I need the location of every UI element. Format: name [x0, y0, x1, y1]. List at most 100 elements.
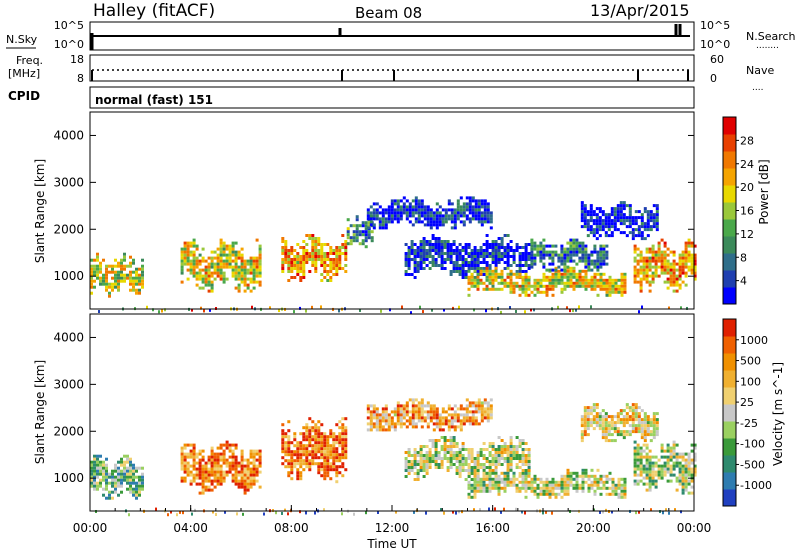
velocity-cell [497, 454, 501, 457]
power-cell [231, 268, 235, 272]
power-cell [660, 265, 664, 269]
power-cell [494, 255, 498, 258]
power-cell [657, 259, 661, 263]
velocity-cell [243, 479, 247, 483]
velocity-cell [557, 483, 561, 487]
velocity-cell [222, 470, 226, 474]
power-cell [642, 271, 646, 275]
velocity-cell [441, 422, 445, 426]
power-cell [305, 309, 307, 313]
power-cell [216, 268, 220, 272]
velocity-cell [465, 404, 469, 408]
power-cell [587, 253, 591, 257]
velocity-cell [228, 443, 232, 447]
velocity-cell [593, 489, 597, 493]
power-cell [186, 244, 190, 248]
power-cell [468, 211, 472, 215]
power-cell [607, 219, 611, 223]
velocity-cell [440, 466, 444, 469]
power-cell [681, 259, 685, 263]
power-cell [494, 275, 498, 279]
power-cell [258, 283, 262, 287]
power-region [404, 234, 531, 279]
freq-unit: [MHz] [8, 67, 40, 80]
power-cell [369, 214, 373, 218]
velocity-cell [240, 479, 244, 483]
power-cell [631, 216, 635, 220]
power-cell [138, 267, 141, 271]
power-cell [455, 267, 459, 270]
velocity-cell [192, 458, 196, 462]
power-colorbar-segment [723, 202, 736, 220]
power-cell [580, 213, 584, 217]
power-cell [587, 259, 591, 263]
power-cell [530, 284, 534, 288]
power-cell [255, 265, 259, 269]
power-cell [575, 244, 579, 248]
power-cell [619, 201, 623, 205]
power-cell [524, 310, 526, 314]
power-cell [372, 202, 376, 206]
power-cell [503, 246, 507, 249]
power-cell [608, 278, 612, 282]
velocity-cell [413, 510, 415, 514]
power-cell [643, 225, 647, 229]
velocity-cell [633, 455, 637, 459]
velocity-cell [599, 480, 603, 484]
power-cell [434, 264, 438, 267]
power-cell [317, 240, 321, 243]
power-cell [249, 277, 253, 281]
power-cell [219, 244, 223, 248]
power-cell [413, 258, 417, 261]
velocity-cell [628, 430, 632, 434]
velocity-cell [399, 407, 403, 411]
velocity-cell [587, 477, 591, 481]
velocity-cell [210, 455, 214, 459]
velocity-cell [587, 489, 591, 493]
velocity-cell [666, 446, 670, 450]
velocity-cell [678, 467, 682, 471]
power-cell [381, 217, 385, 221]
power-cell [320, 249, 324, 252]
velocity-cell [681, 458, 685, 462]
velocity-cell [563, 477, 567, 481]
power-cell [639, 259, 643, 263]
velocity-cell [186, 467, 190, 471]
y-tick-label: 2000 [53, 424, 84, 438]
velocity-cell [586, 427, 590, 431]
power-cell [488, 264, 492, 267]
power-cell [405, 205, 409, 209]
velocity-cell [344, 441, 348, 445]
velocity-cell [387, 416, 391, 420]
velocity-cell [554, 480, 558, 484]
power-cell [352, 233, 356, 237]
power-cell [384, 217, 388, 221]
velocity-cell [194, 508, 196, 512]
velocity-cell [633, 482, 637, 486]
velocity-cell [183, 455, 187, 459]
power-cell [524, 246, 528, 249]
velocity-cell [344, 429, 348, 433]
power-cell [485, 240, 489, 243]
power-cell [622, 219, 626, 223]
power-cell [622, 222, 626, 226]
power-cell [449, 255, 453, 258]
velocity-cell [500, 463, 504, 466]
power-cell [338, 267, 342, 270]
velocity-cell [583, 415, 587, 419]
power-cell [164, 308, 166, 312]
power-cell [622, 204, 626, 208]
power-cell [437, 255, 441, 258]
velocity-cell [446, 466, 450, 469]
power-cell [669, 283, 673, 287]
power-cell [428, 249, 432, 252]
velocity-cell [476, 469, 480, 472]
power-cell [449, 249, 453, 252]
power-cell [551, 256, 555, 260]
velocity-cell [446, 469, 450, 472]
power-cell [422, 240, 426, 243]
power-cell [317, 243, 321, 246]
velocity-cell [341, 423, 345, 427]
power-cell [438, 214, 442, 218]
power-cell [533, 253, 537, 257]
